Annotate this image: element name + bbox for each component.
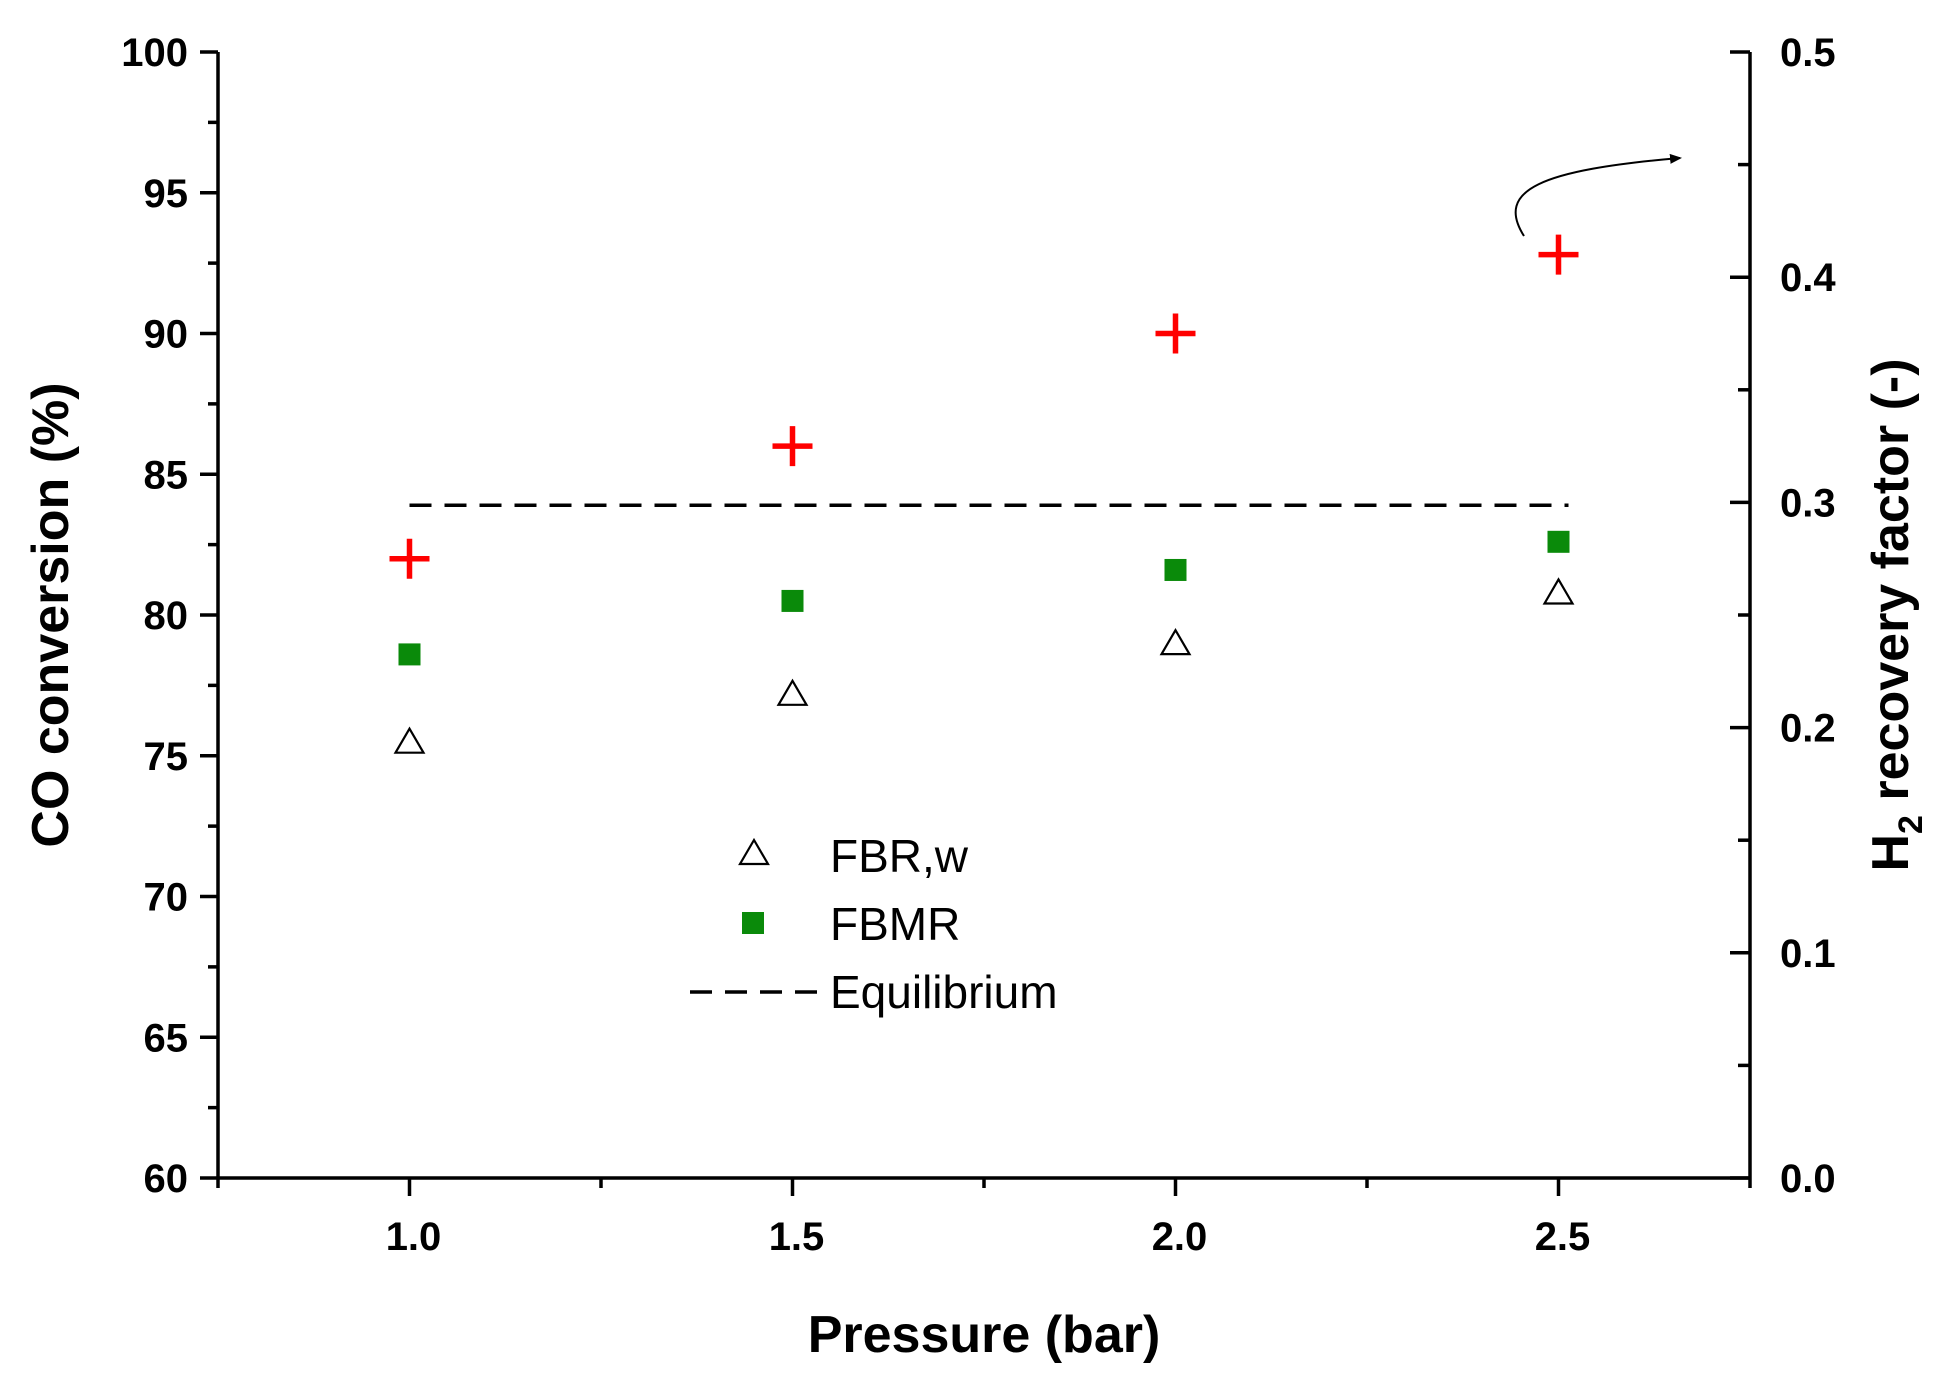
x-tick-label: 1.0 — [386, 1215, 442, 1259]
markers — [389, 234, 1579, 754]
y-tick-label: 80 — [144, 594, 189, 638]
legend: FBR,w FBMR Equilibrium — [690, 830, 1058, 1018]
legend-label-fbmr: FBMR — [830, 898, 960, 950]
y2-tick-label: 0.1 — [1780, 932, 1836, 976]
point-fbmr — [398, 643, 421, 666]
point-fbrw — [1159, 627, 1192, 656]
legend-square-marker — [742, 912, 764, 934]
point-h2-recovery — [1538, 234, 1579, 275]
y-tick-label: 70 — [144, 876, 189, 920]
point-fbrw — [1542, 577, 1575, 605]
tick-labels: 60 65 70 75 80 85 90 95 100 0.0 0.1 0.2 0.3 0.4 0.5 1.0… — [121, 31, 1836, 1259]
y2-tick-label: 0.2 — [1780, 707, 1836, 751]
point-fbmr — [1547, 530, 1570, 553]
y2-title-sub: 2 — [1892, 815, 1930, 834]
y-tick-label: 60 — [144, 1157, 189, 1201]
y2-title-rest: recovery factor (-) — [1862, 358, 1920, 815]
y-axis-right-title: H2 recovery factor (-) — [1862, 358, 1930, 871]
point-fbrw — [776, 678, 809, 706]
y2-title-h: H — [1862, 834, 1920, 872]
ticks — [200, 50, 1752, 1196]
y-tick-label: 95 — [144, 172, 189, 216]
x-tick-label: 2.5 — [1535, 1215, 1591, 1259]
y-tick-label: 100 — [121, 31, 188, 75]
x-tick-label: 1.5 — [769, 1215, 825, 1259]
y-tick-label: 65 — [144, 1016, 189, 1060]
point-h2-recovery — [389, 538, 430, 579]
legend-label-equilibrium: Equilibrium — [830, 966, 1058, 1018]
legend-label-fbrw: FBR,w — [830, 830, 969, 882]
point-fbmr — [1164, 558, 1187, 581]
point-fbmr — [781, 589, 804, 612]
legend-triangle-marker — [738, 837, 770, 866]
y2-tick-label: 0.5 — [1780, 31, 1836, 75]
y-tick-label: 90 — [144, 313, 189, 357]
y2-tick-label: 0.4 — [1780, 256, 1836, 300]
y-tick-label: 85 — [144, 453, 189, 497]
x-axis-title: Pressure (bar) — [808, 1306, 1161, 1364]
annotation-arrow — [1514, 153, 1682, 237]
y-tick-label: 75 — [144, 735, 189, 779]
y2-tick-label: 0.3 — [1780, 481, 1836, 525]
point-h2-recovery — [772, 426, 813, 467]
y2-tick-label: 0.0 — [1780, 1157, 1836, 1201]
point-fbrw — [393, 726, 426, 754]
x-tick-label: 2.0 — [1152, 1215, 1208, 1259]
y-axis-left-title: CO conversion (%) — [22, 382, 80, 847]
point-h2-recovery — [1155, 313, 1196, 354]
